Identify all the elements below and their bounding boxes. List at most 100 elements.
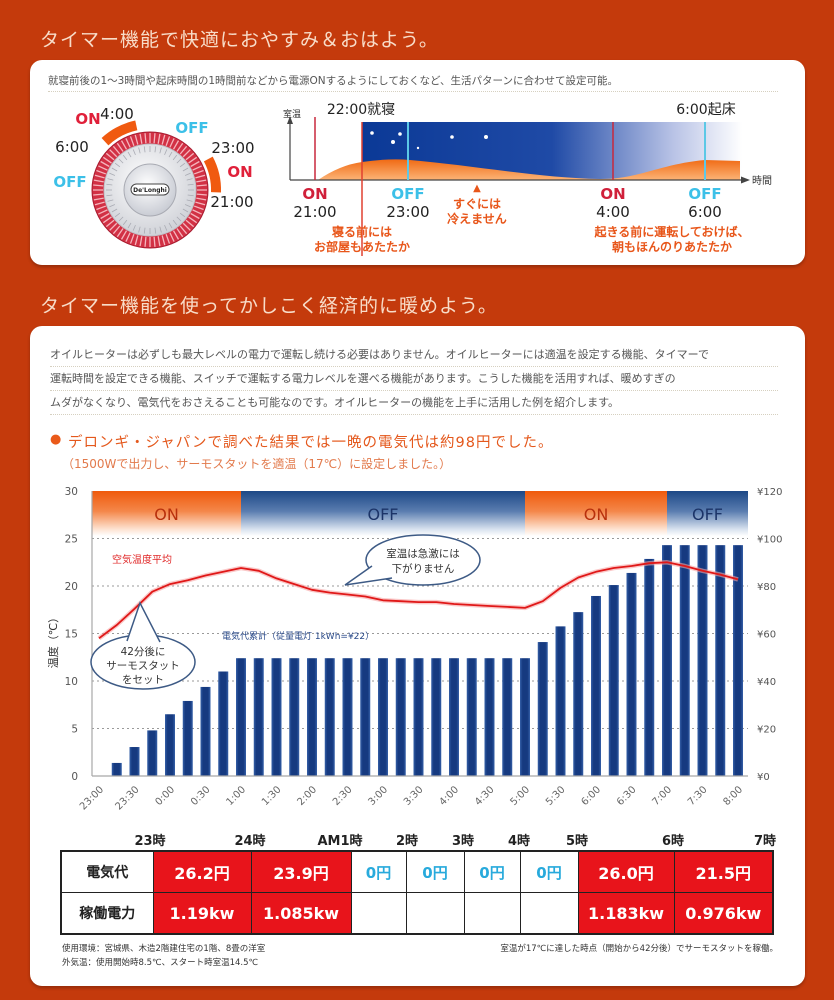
dial-tick xyxy=(125,232,131,242)
dial-tick xyxy=(182,149,191,158)
x-tick-label: 2:30 xyxy=(331,784,355,808)
x-tick-label: 6:00 xyxy=(579,784,603,808)
dial-face-tick xyxy=(182,167,189,172)
dial-face-tick xyxy=(187,183,194,186)
legend-temperature: 空気温度平均 xyxy=(112,553,172,566)
y2-tick-label: ¥80 xyxy=(757,582,776,593)
note-before-wake: 起きる前に運転しておけば、 xyxy=(593,224,749,239)
dial-face-tick xyxy=(168,151,173,158)
bar xyxy=(218,671,229,776)
dial-face-tick xyxy=(154,146,157,153)
bar xyxy=(307,658,317,776)
dial-tick xyxy=(176,142,184,152)
dial-tick xyxy=(93,197,104,201)
bar xyxy=(679,545,690,776)
bar xyxy=(502,658,513,776)
dial-face-tick xyxy=(168,222,173,229)
dial-label-off-night: OFF xyxy=(175,119,208,137)
stars xyxy=(370,131,488,150)
dial-tick xyxy=(139,236,143,247)
dial-face-tick xyxy=(143,227,146,234)
dial-tick xyxy=(179,145,188,155)
bar xyxy=(626,572,637,776)
dial-tick xyxy=(125,138,131,148)
bar xyxy=(111,762,122,776)
time-header: 4時 xyxy=(507,834,531,849)
bar xyxy=(253,658,264,776)
time-header: AM1時 xyxy=(317,834,363,849)
table-cell: 26.0円 xyxy=(577,850,675,893)
table-row-cost: 電気代 26.2円 23.9円 0円 0円 0円 0円 26.0円 21.5円 xyxy=(60,850,774,893)
x-tick-label: 23:30 xyxy=(113,784,141,812)
dial-tick xyxy=(176,228,184,238)
dial-tick xyxy=(182,222,191,231)
arrow-right-icon xyxy=(741,176,750,184)
dial-tick xyxy=(94,201,105,206)
bar xyxy=(378,658,388,776)
bar xyxy=(289,658,300,776)
star-icon xyxy=(370,131,374,135)
x-tick-label: 6:30 xyxy=(615,784,639,808)
dial-tick xyxy=(153,133,156,144)
time-header: 3時 xyxy=(451,834,475,849)
dial-tick xyxy=(93,184,104,187)
y-tick-label: 5 xyxy=(71,724,78,736)
y-tick-label: 0 xyxy=(71,771,78,783)
dial-tick xyxy=(172,140,180,150)
dial-tick xyxy=(188,156,198,164)
time-header: 6時 xyxy=(661,834,685,849)
table-cell: 1.183kw xyxy=(577,892,675,935)
bar xyxy=(431,658,442,776)
dial-tick xyxy=(165,136,171,147)
dial-tick xyxy=(112,145,121,155)
timeline-x-label: 時間 xyxy=(752,175,772,187)
table-cell: 21.5円 xyxy=(673,850,774,893)
state-band-label: OFF xyxy=(692,505,723,524)
cost-temperature-chart: ON OFF ON OFF 0 5 10 15 20 25 30 ¥0 ¥20 ¥40 ¥60 ¥80 ¥10… xyxy=(46,486,782,813)
dial-tick xyxy=(193,169,204,175)
dial-label-6: 6:00 xyxy=(55,138,89,156)
dial-face-tick xyxy=(132,149,136,156)
x-tick-label: 0:30 xyxy=(189,784,213,808)
dial-tick xyxy=(193,205,204,211)
y2-tick-label: ¥120 xyxy=(757,487,782,498)
dial-face-tick xyxy=(122,154,128,161)
x-tick-label: 5:00 xyxy=(508,784,532,808)
annotation-text: 下がりません xyxy=(392,562,455,575)
annotation-thermostat: 42分後に サーモスタット をセット xyxy=(90,601,196,690)
dial-tick xyxy=(129,233,135,244)
bar xyxy=(342,658,353,776)
dial-tick xyxy=(102,216,112,224)
speech-bubble-tail-outline xyxy=(344,565,393,586)
dial-face-tick xyxy=(114,212,121,218)
dial-face-tick xyxy=(184,172,191,176)
dial-tick xyxy=(98,165,108,171)
note-no-cool: 冷えません xyxy=(447,211,507,226)
dial-tick xyxy=(100,212,110,220)
dial-face-tick xyxy=(172,219,178,226)
bar xyxy=(484,658,495,776)
annotation-text: 室温は急激には xyxy=(386,547,460,560)
bar xyxy=(182,700,193,776)
table-cell: 0円 xyxy=(519,850,579,893)
dial-tick xyxy=(161,134,166,145)
state-band-label: OFF xyxy=(368,505,399,524)
y-tick-label: 15 xyxy=(65,629,78,641)
bar xyxy=(537,642,548,776)
dial-tick xyxy=(105,219,115,228)
dial-face-tick xyxy=(164,224,168,231)
x-tick-label: 4:00 xyxy=(437,784,461,808)
dial-face-tick xyxy=(127,222,132,229)
dial-tick xyxy=(153,236,156,247)
x-tick-label: 3:30 xyxy=(402,784,426,808)
dial-face-tick xyxy=(184,204,191,208)
dial-face-tick xyxy=(176,216,182,222)
state-band-on xyxy=(92,491,241,536)
table-cell: 26.2円 xyxy=(152,850,252,893)
annotation-text: 42分後に xyxy=(121,645,166,658)
table-cell xyxy=(463,892,521,935)
dial-tick xyxy=(109,149,118,158)
wake-marker-label: 6:00起床 xyxy=(676,102,735,118)
dial-face-tick xyxy=(118,158,124,164)
timer-dial[interactable]: De'Longhi xyxy=(91,120,222,249)
